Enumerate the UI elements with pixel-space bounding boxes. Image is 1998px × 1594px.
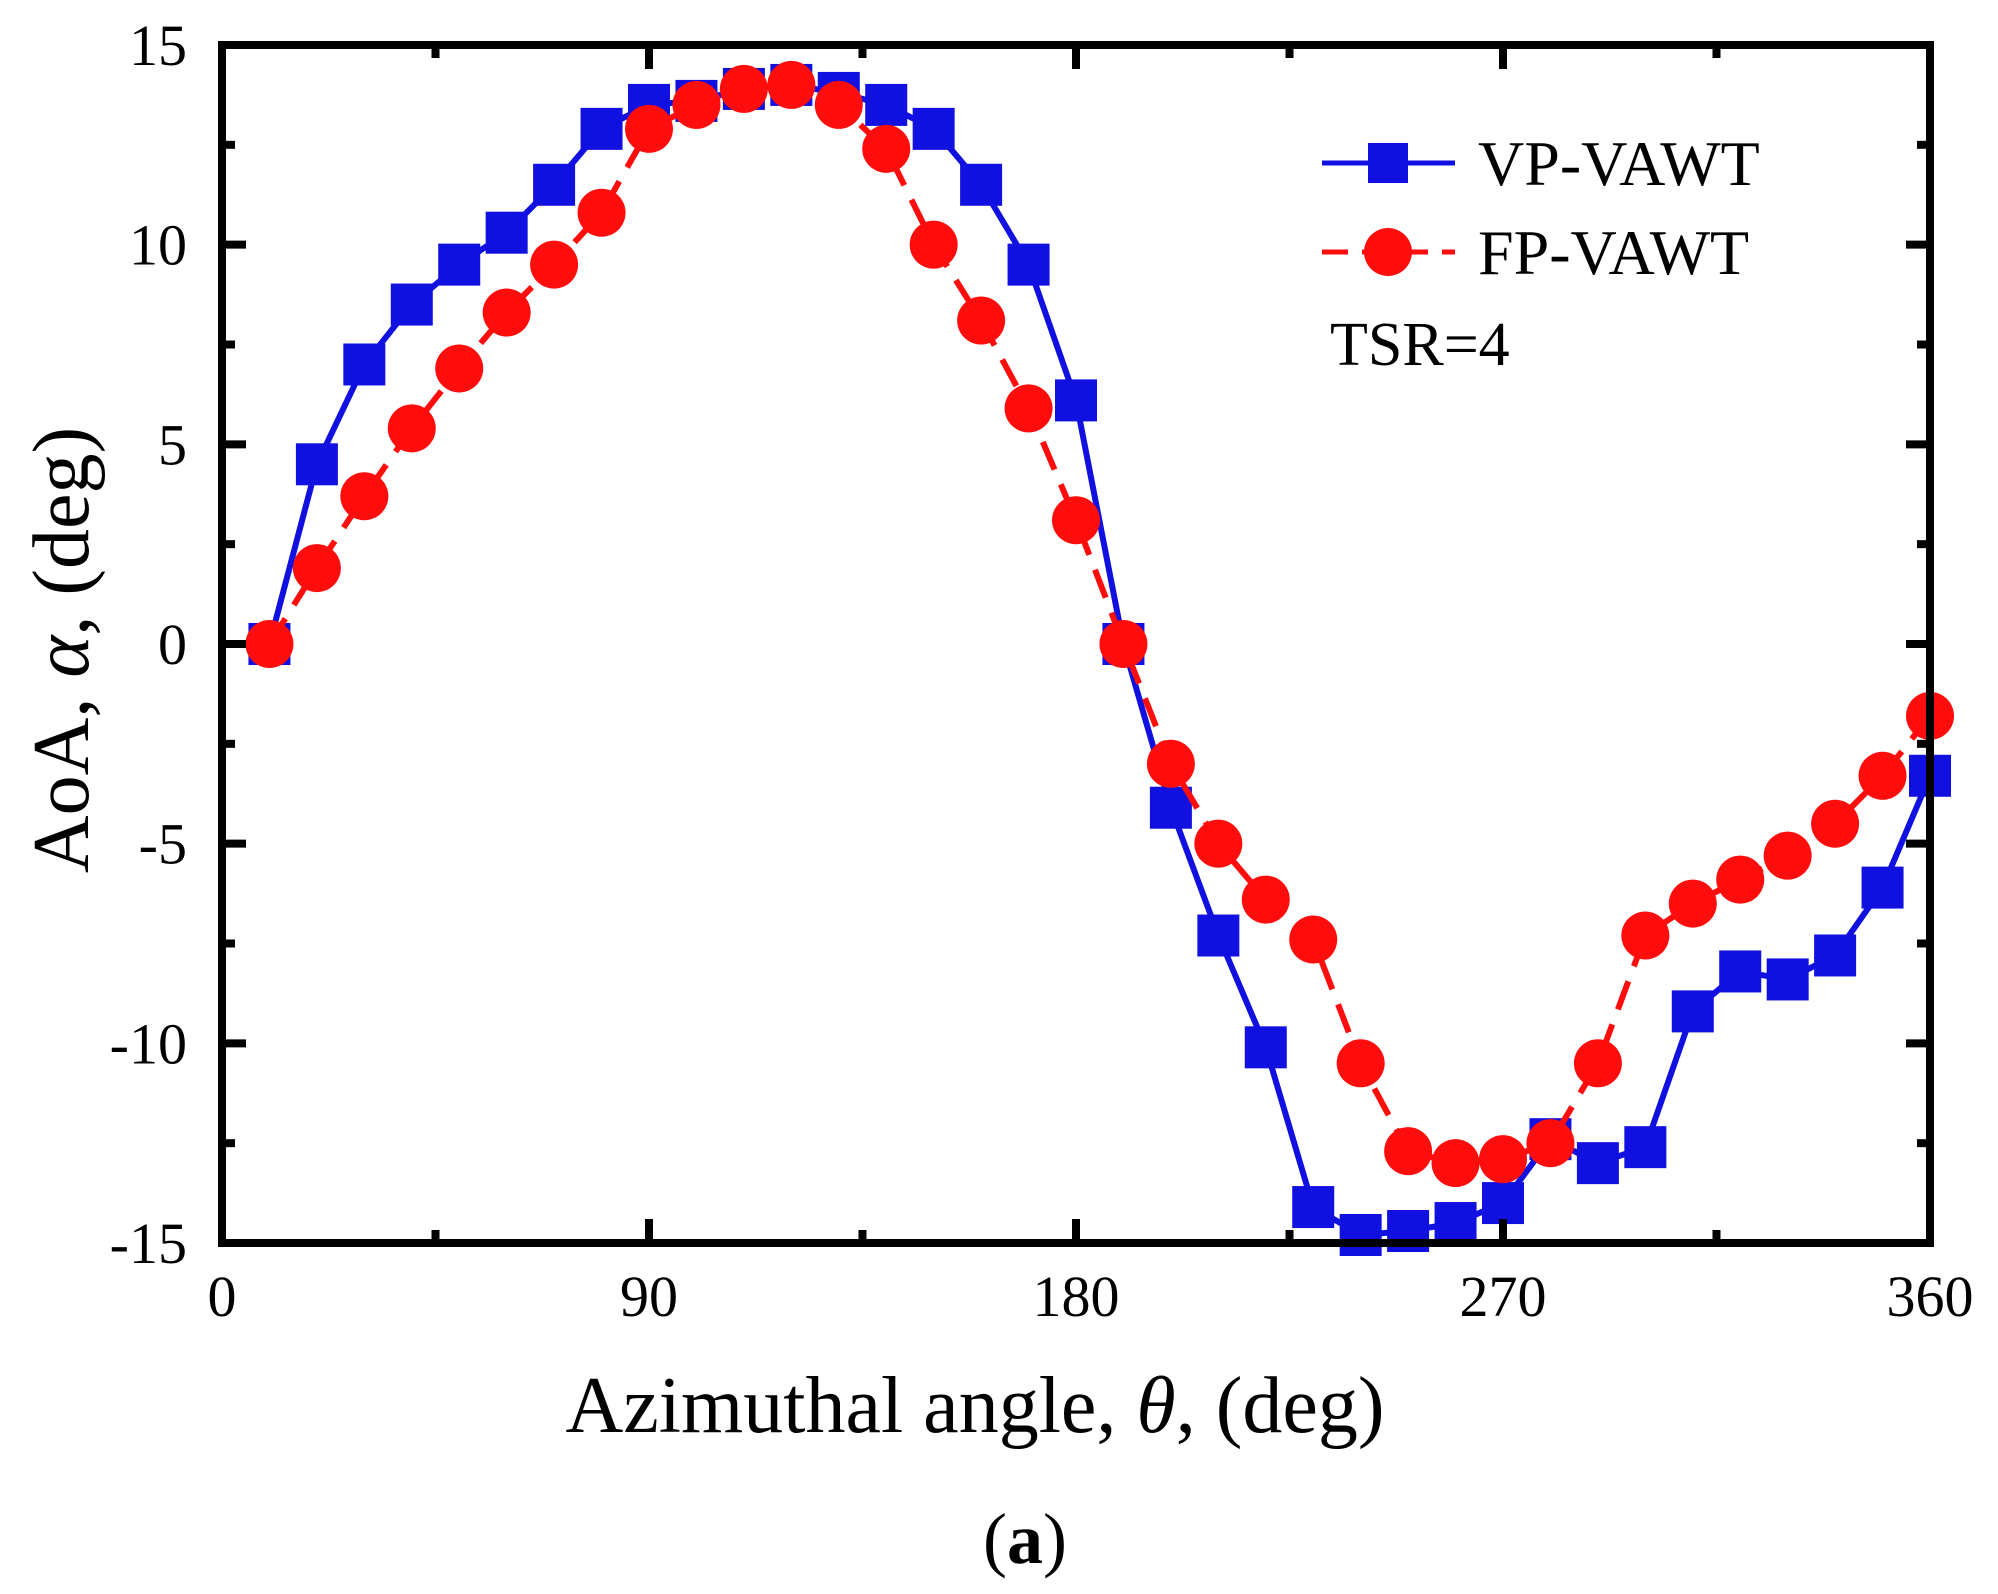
- y-tick-label: -15: [110, 1211, 187, 1276]
- data-point-square: [1244, 1026, 1287, 1069]
- legend: VP-VAWT FP-VAWT: [1322, 128, 1760, 288]
- caption-close-paren: ): [1043, 1499, 1067, 1579]
- data-point-square: [1055, 379, 1097, 422]
- caption-letter: a: [1007, 1499, 1043, 1579]
- data-point-circle: [1479, 1135, 1527, 1184]
- x-tick-labels: 0 90 180 270 360: [208, 1264, 1974, 1329]
- legend-marker-fp-vawt: [1364, 228, 1412, 276]
- series-fp-vawt: [245, 60, 1954, 1188]
- data-point-square: [1339, 1214, 1382, 1257]
- tick-layer: [218, 41, 1934, 1247]
- data-point-square: [1576, 1142, 1619, 1185]
- y-tick-label: 15: [129, 13, 187, 78]
- data-point-circle: [1716, 855, 1765, 904]
- data-point-circle: [1336, 1039, 1385, 1088]
- data-point-circle: [1811, 799, 1860, 848]
- data-point-square: [295, 443, 338, 486]
- x-tick-label: 0: [208, 1264, 237, 1329]
- data-point-square: [1719, 950, 1762, 993]
- data-point-circle: [1668, 879, 1717, 928]
- data-point-square: [1007, 243, 1050, 286]
- x-tick-label: 360: [1887, 1264, 1974, 1329]
- legend-label-fp-vawt: FP-VAWT: [1478, 217, 1749, 288]
- data-point-circle: [1621, 911, 1670, 960]
- data-point-square: [438, 243, 481, 286]
- data-point-square: [1766, 958, 1809, 1001]
- data-point-square: [1861, 866, 1904, 909]
- data-point-square: [1434, 1202, 1477, 1245]
- data-point-circle: [1289, 915, 1338, 964]
- x-axis-title-symbol: θ: [1136, 1362, 1175, 1450]
- x-tick-label: 180: [1033, 1264, 1120, 1329]
- data-point-circle: [340, 472, 389, 521]
- data-point-circle: [814, 80, 863, 129]
- data-point-circle: [862, 124, 911, 173]
- x-tick-label: 90: [620, 1264, 678, 1329]
- data-point-circle: [1052, 496, 1100, 545]
- data-point-circle: [909, 220, 958, 269]
- y-axis-title-main: AoA,: [18, 678, 106, 874]
- data-point-circle: [482, 288, 531, 337]
- legend-label-vp-vawt: VP-VAWT: [1478, 128, 1760, 199]
- data-point-circle: [1099, 620, 1148, 668]
- data-point-circle: [957, 296, 1006, 345]
- x-axis-title-unit: , (deg): [1176, 1362, 1385, 1450]
- data-point-circle: [672, 80, 721, 129]
- data-point-circle: [767, 60, 816, 109]
- data-point-circle: [245, 620, 294, 668]
- y-tick-label: 0: [158, 612, 187, 677]
- data-point-circle: [435, 344, 484, 393]
- legend-marker-vp-vawt: [1368, 143, 1408, 183]
- data-point-square: [485, 211, 528, 254]
- data-point-circle: [1384, 1127, 1433, 1176]
- data-point-square: [1482, 1182, 1524, 1225]
- data-point-square: [865, 83, 908, 126]
- data-point-circle: [1573, 1039, 1622, 1088]
- data-point-square: [390, 283, 433, 326]
- y-axis-title: AoA, α, (deg): [18, 427, 106, 873]
- data-point-circle: [719, 64, 768, 113]
- data-point-square: [1149, 786, 1192, 829]
- y-axis-title-unit: , (deg): [18, 427, 106, 636]
- data-point-circle: [1241, 875, 1290, 924]
- data-point-circle: [1763, 831, 1812, 880]
- y-axis-title-symbol: α: [18, 634, 106, 678]
- tsr-annotation: TSR=4: [1330, 311, 1510, 379]
- data-point-square: [960, 163, 1003, 206]
- series-layer: [245, 60, 1954, 1257]
- data-point-circle: [1431, 1139, 1480, 1188]
- data-point-circle: [577, 188, 626, 237]
- y-tick-label: 5: [158, 412, 187, 477]
- data-point-circle: [292, 544, 341, 593]
- data-point-circle: [1004, 384, 1053, 433]
- data-point-square: [1671, 990, 1714, 1033]
- y-tick-labels: -15 -10 -5 0 5 10 15: [110, 13, 187, 1276]
- data-point-square: [1292, 1186, 1335, 1229]
- data-point-circle: [625, 104, 673, 153]
- y-tick-label: 10: [129, 213, 187, 278]
- data-point-circle: [1194, 819, 1243, 868]
- y-tick-label: -10: [110, 1011, 187, 1076]
- data-point-square: [912, 107, 955, 150]
- data-point-square: [343, 343, 386, 386]
- caption-open-paren: (: [983, 1499, 1007, 1579]
- data-point-circle: [387, 404, 436, 453]
- data-point-circle: [1146, 739, 1195, 788]
- data-point-square: [580, 107, 623, 150]
- data-point-circle: [1526, 1119, 1575, 1168]
- x-tick-label: 270: [1460, 1264, 1547, 1329]
- data-point-circle: [1858, 751, 1907, 800]
- x-axis-title-main: Azimuthal angle,: [565, 1362, 1136, 1450]
- y-tick-label: -5: [139, 812, 187, 877]
- data-point-square: [1624, 1126, 1667, 1169]
- data-point-square: [1814, 934, 1857, 977]
- data-point-square: [533, 163, 576, 206]
- data-point-square: [1197, 914, 1240, 957]
- figure-caption: (a): [983, 1499, 1067, 1579]
- x-axis-title: Azimuthal angle, θ, (deg): [565, 1362, 1384, 1450]
- data-point-circle: [530, 240, 579, 289]
